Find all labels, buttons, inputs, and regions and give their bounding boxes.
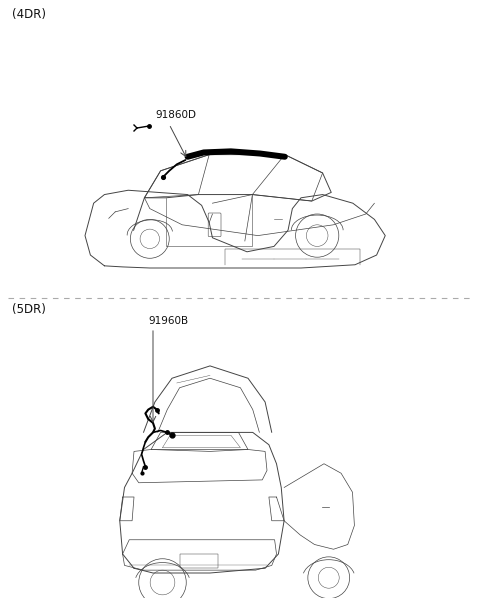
Text: (5DR): (5DR) [12, 303, 46, 316]
Text: 91960B: 91960B [148, 316, 188, 326]
Text: 91860D: 91860D [155, 110, 196, 120]
Text: (4DR): (4DR) [12, 8, 46, 21]
